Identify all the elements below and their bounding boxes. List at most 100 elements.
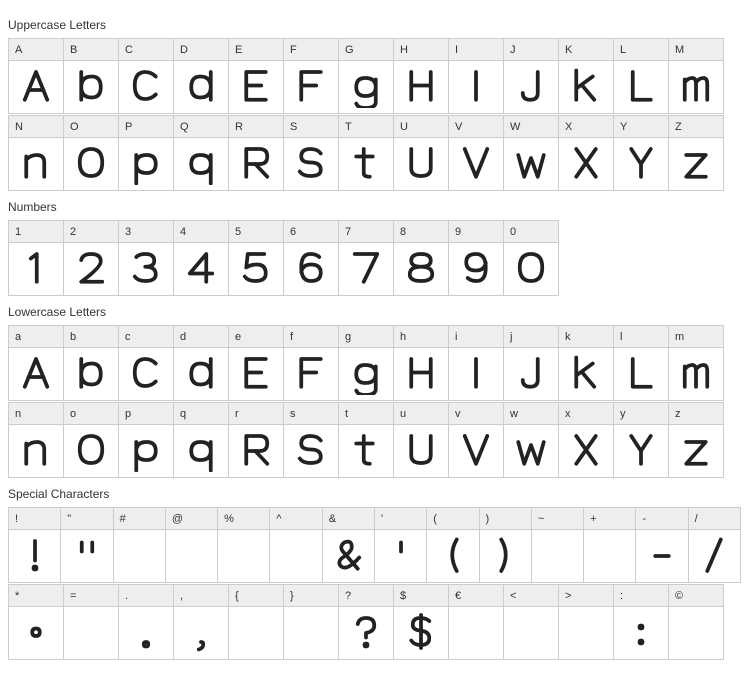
char-glyph (614, 607, 668, 659)
char-cell: c (118, 325, 174, 401)
char-label: O (64, 116, 118, 138)
char-cell: B (63, 38, 119, 114)
char-label: + (584, 508, 635, 530)
char-label: P (119, 116, 173, 138)
char-cell: R (228, 115, 284, 191)
char-label: u (394, 403, 448, 425)
char-label: & (323, 508, 374, 530)
char-label: ' (375, 508, 426, 530)
char-glyph (9, 425, 63, 477)
char-glyph (504, 348, 558, 400)
char-label: Z (669, 116, 723, 138)
char-cell: ? (338, 584, 394, 660)
char-glyph (284, 138, 338, 190)
char-label: 2 (64, 221, 118, 243)
char-label: 6 (284, 221, 338, 243)
char-glyph (532, 530, 583, 582)
char-label: l (614, 326, 668, 348)
char-glyph (284, 425, 338, 477)
char-label: / (689, 508, 740, 530)
char-label: 8 (394, 221, 448, 243)
char-cell: H (393, 38, 449, 114)
char-cell: l (613, 325, 669, 401)
char-cell: N (8, 115, 64, 191)
char-glyph (174, 607, 228, 659)
char-label: = (64, 585, 118, 607)
char-cell: @ (165, 507, 218, 583)
char-glyph (449, 348, 503, 400)
char-label: 4 (174, 221, 228, 243)
char-cell: r (228, 402, 284, 478)
char-label: ) (480, 508, 531, 530)
char-label: E (229, 39, 283, 61)
char-cell: < (503, 584, 559, 660)
char-label: d (174, 326, 228, 348)
char-cell: d (173, 325, 229, 401)
char-cell: C (118, 38, 174, 114)
char-label: 1 (9, 221, 63, 243)
char-glyph (480, 530, 531, 582)
char-glyph (9, 138, 63, 190)
char-row: abcdefghijklm (8, 325, 740, 400)
char-label: j (504, 326, 558, 348)
char-label: z (669, 403, 723, 425)
char-glyph (394, 425, 448, 477)
char-cell: a (8, 325, 64, 401)
char-glyph (504, 138, 558, 190)
char-label: > (559, 585, 613, 607)
char-cell: . (118, 584, 174, 660)
char-glyph (229, 348, 283, 400)
char-cell: u (393, 402, 449, 478)
char-label: I (449, 39, 503, 61)
char-cell: ~ (531, 507, 584, 583)
char-row: ABCDEFGHIJKLM (8, 38, 740, 113)
char-cell: © (668, 584, 724, 660)
char-label: L (614, 39, 668, 61)
char-cell: € (448, 584, 504, 660)
char-cell: q (173, 402, 229, 478)
char-label: S (284, 116, 338, 138)
char-label: H (394, 39, 448, 61)
char-cell: S (283, 115, 339, 191)
char-label: " (61, 508, 112, 530)
char-glyph (394, 243, 448, 295)
char-cell: J (503, 38, 559, 114)
char-cell: 8 (393, 220, 449, 296)
char-glyph (270, 530, 321, 582)
char-glyph (119, 425, 173, 477)
char-cell: D (173, 38, 229, 114)
char-glyph (449, 425, 503, 477)
char-label: R (229, 116, 283, 138)
char-cell: , (173, 584, 229, 660)
char-glyph (394, 348, 448, 400)
char-glyph (669, 425, 723, 477)
char-cell: s (283, 402, 339, 478)
char-cell: 5 (228, 220, 284, 296)
char-glyph (284, 61, 338, 113)
char-glyph (614, 138, 668, 190)
char-cell: 4 (173, 220, 229, 296)
char-glyph (339, 61, 393, 113)
char-cell: ! (8, 507, 61, 583)
char-cell: ( (426, 507, 479, 583)
char-label: % (218, 508, 269, 530)
char-label: $ (394, 585, 448, 607)
char-label: T (339, 116, 393, 138)
char-glyph (64, 425, 118, 477)
char-glyph (64, 607, 118, 659)
char-cell: K (558, 38, 614, 114)
char-label: D (174, 39, 228, 61)
section-title: Special Characters (8, 487, 740, 501)
char-cell: x (558, 402, 614, 478)
char-label: , (174, 585, 228, 607)
char-cell: % (217, 507, 270, 583)
char-label: J (504, 39, 558, 61)
char-cell: * (8, 584, 64, 660)
char-label: ^ (270, 508, 321, 530)
char-row: nopqrstuvwxyz (8, 402, 740, 477)
char-glyph (669, 348, 723, 400)
char-cell: j (503, 325, 559, 401)
char-cell: w (503, 402, 559, 478)
char-label: B (64, 39, 118, 61)
char-cell: 1 (8, 220, 64, 296)
